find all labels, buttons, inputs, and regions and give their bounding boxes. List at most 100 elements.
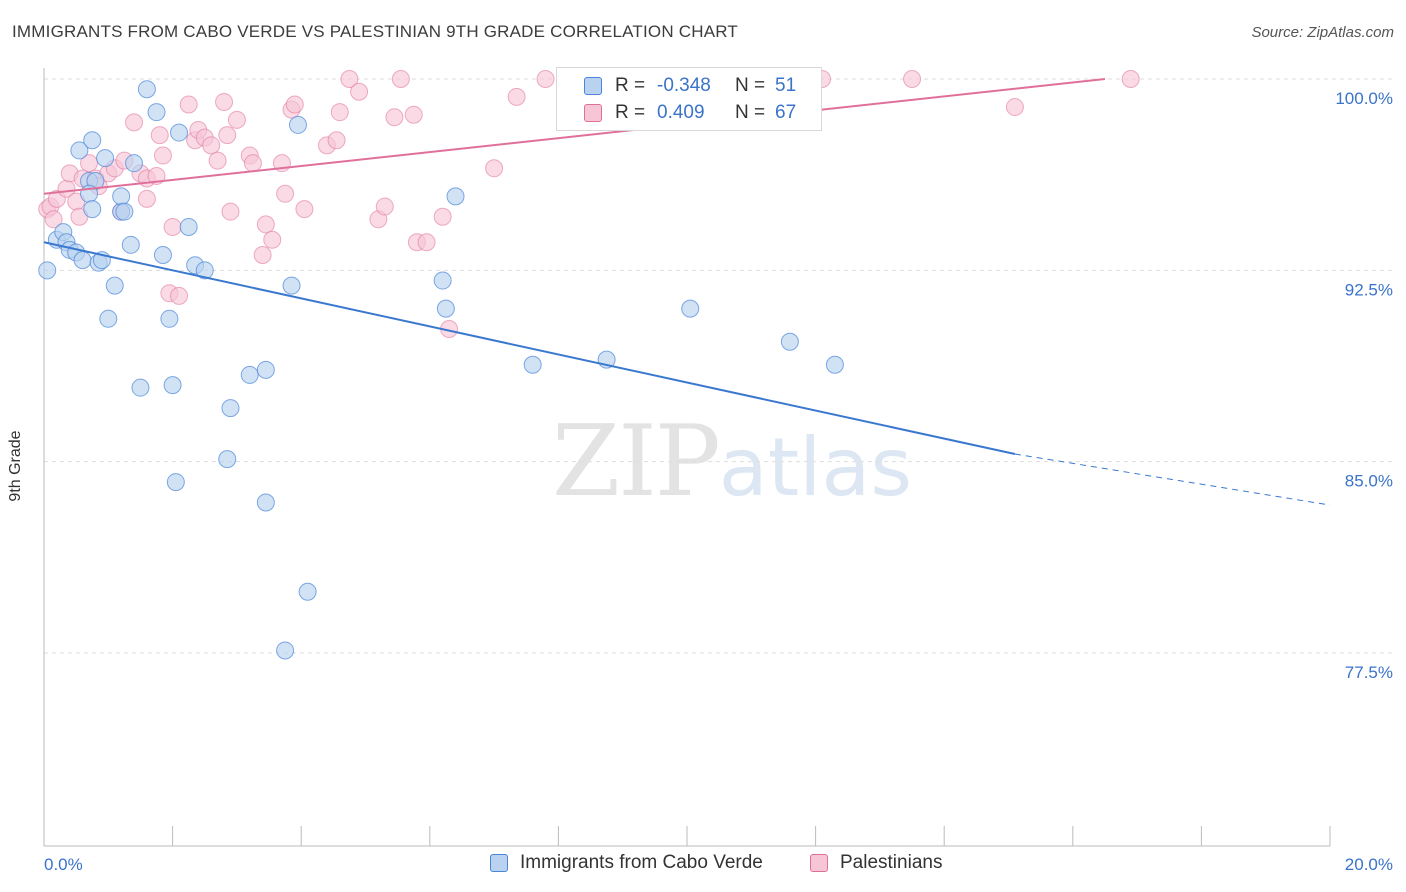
palestinians-point <box>202 136 221 155</box>
palestinians-point <box>163 217 182 236</box>
cabo-verde-point <box>288 115 307 134</box>
cabo-verde-point <box>153 246 172 265</box>
x-tick-label: 0.0% <box>44 855 83 874</box>
legend-r-value: 0.409 <box>657 102 705 123</box>
cabo-verde-point <box>780 332 799 351</box>
cabo-verde-point <box>147 103 166 122</box>
palestinians-point <box>263 230 282 249</box>
cabo-verde-point <box>125 154 144 173</box>
cabo-verde-point <box>298 582 317 601</box>
series-swatch-pink <box>810 854 828 872</box>
cabo-verde-trend-line <box>43 241 1016 455</box>
cabo-verde-point <box>218 450 237 469</box>
legend-swatch-blue <box>584 77 602 95</box>
palestinians-point <box>295 200 314 219</box>
palestinians-point <box>253 246 272 265</box>
palestinians-point <box>179 95 198 114</box>
legend-r-label: R = <box>615 75 646 96</box>
cabo-verde-point <box>436 299 455 318</box>
watermark-atlas: atlas <box>718 421 913 514</box>
source-label: Source: ZipAtlas.com <box>1251 24 1394 41</box>
cabo-verde-point <box>170 123 189 142</box>
legend-r-label: R = <box>615 102 646 123</box>
palestinians-point <box>285 95 304 114</box>
series-legend-label: Palestinians <box>840 852 943 873</box>
palestinians-point <box>903 70 922 88</box>
palestinians-point <box>276 184 295 203</box>
series-swatch-blue <box>490 854 508 872</box>
cabo-verde-point <box>160 309 179 328</box>
cabo-verde-point <box>38 261 57 280</box>
palestinians-point <box>536 70 555 88</box>
cabo-verde-point <box>131 378 150 397</box>
cabo-verde-point <box>137 80 156 99</box>
palestinians-point <box>404 105 423 124</box>
palestinians-point <box>44 210 63 229</box>
y-tick-label: 92.5% <box>1345 280 1393 299</box>
tick-labels: 100.0% 92.5% 85.0% 77.5% 0.0% 20.0% <box>44 89 1393 874</box>
trend-lines <box>43 78 1331 506</box>
palestinians-point <box>256 215 275 234</box>
cabo-verde-point <box>433 271 452 290</box>
palestinians-point <box>330 103 349 122</box>
cabo-verde-point <box>121 235 140 254</box>
palestinians-point <box>350 82 369 101</box>
palestinians-point <box>1121 70 1140 88</box>
cabo-verde-point <box>256 493 275 512</box>
cabo-verde-trend-extension <box>1014 453 1331 506</box>
x-tick-label: 20.0% <box>1345 855 1393 874</box>
palestinians-point <box>125 113 144 132</box>
cabo-verde-point <box>681 299 700 318</box>
cabo-verde-point <box>256 360 275 379</box>
legend-swatch-pink <box>584 104 602 122</box>
cabo-verde-point <box>240 365 259 384</box>
palestinians-point <box>340 70 359 88</box>
palestinians-point <box>227 110 246 129</box>
palestinians-point <box>485 159 504 178</box>
series-legend-cabo-verde[interactable]: Immigrants from Cabo Verde <box>490 852 763 874</box>
legend-n-label: N = <box>735 102 766 123</box>
y-tick-label: 100.0% <box>1335 89 1393 108</box>
palestinians-point <box>433 207 452 226</box>
legend-n-label: N = <box>735 75 766 96</box>
chart-title: IMMIGRANTS FROM CABO VERDE VS PALESTINIA… <box>12 22 739 41</box>
y-tick-label: 85.0% <box>1345 472 1393 491</box>
palestinians-point <box>417 233 436 252</box>
cabo-verde-point <box>112 187 131 206</box>
cabo-verde-point <box>446 187 465 206</box>
palestinians-point <box>507 87 526 106</box>
cabo-verde-point <box>105 276 124 295</box>
palestinians-point <box>385 108 404 127</box>
cabo-verde-point <box>166 473 185 492</box>
palestinians-point <box>218 126 237 145</box>
cabo-verde-point <box>195 261 214 280</box>
cabo-verde-point <box>73 251 92 270</box>
y-tick-label: 77.5% <box>1345 663 1393 682</box>
palestinians-point <box>137 189 156 208</box>
cabo-verde-point <box>83 131 102 150</box>
palestinians-point <box>150 126 169 145</box>
legend-r-value: -0.348 <box>657 75 711 96</box>
cabo-verde-point <box>96 149 115 168</box>
cabo-verde-point <box>163 376 182 395</box>
legend-n-value: 51 <box>775 75 797 96</box>
cabo-verde-point <box>99 309 118 328</box>
cabo-verde-point <box>523 355 542 374</box>
axes <box>43 68 1331 847</box>
cabo-verde-point <box>276 641 295 660</box>
series-legend-label: Immigrants from Cabo Verde <box>520 852 763 873</box>
palestinians-point <box>391 70 410 88</box>
correlation-legend: R = -0.348 N = 51 R = 0.409 N = 67 <box>556 67 822 131</box>
palestinians-point <box>327 131 346 150</box>
palestinians-point <box>153 146 172 165</box>
palestinians-point <box>170 286 189 305</box>
palestinians-point <box>208 151 227 170</box>
palestinians-point <box>80 154 99 173</box>
palestinians-point <box>1005 98 1024 117</box>
cabo-verde-point <box>70 141 89 160</box>
series-legend-palestinians[interactable]: Palestinians <box>810 852 942 874</box>
cabo-verde-point <box>115 202 134 221</box>
palestinians-point <box>243 154 262 173</box>
cabo-verde-point <box>282 276 301 295</box>
